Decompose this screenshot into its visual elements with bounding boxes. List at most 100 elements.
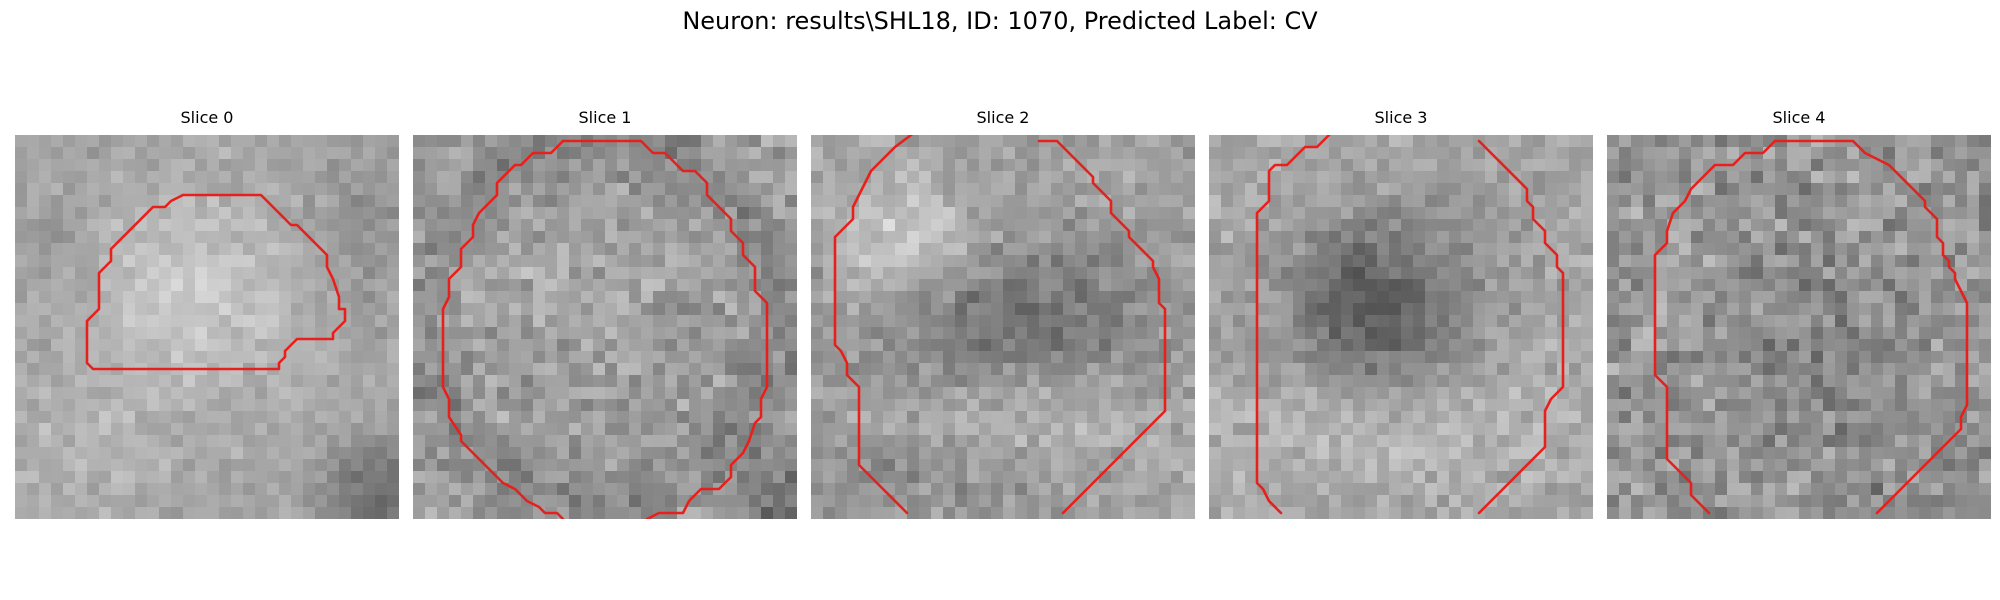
image-pixel [701, 411, 714, 424]
image-pixel [1389, 267, 1402, 280]
image-pixel [231, 195, 244, 208]
image-pixel [315, 255, 328, 268]
image-pixel [1003, 279, 1016, 292]
image-pixel [1413, 411, 1426, 424]
image-pixel [1039, 363, 1052, 376]
image-pixel [485, 483, 498, 496]
image-pixel [123, 291, 136, 304]
image-pixel [1123, 459, 1136, 472]
image-pixel [291, 171, 304, 184]
image-pixel [1425, 435, 1438, 448]
image-pixel [895, 351, 908, 364]
image-pixel [449, 207, 462, 220]
image-pixel [1365, 183, 1378, 196]
image-pixel [303, 411, 316, 424]
image-pixel [1667, 279, 1680, 292]
image-pixel [449, 363, 462, 376]
image-pixel [1655, 447, 1668, 460]
image-pixel [159, 483, 172, 496]
image-pixel [1099, 483, 1112, 496]
image-pixel [871, 243, 884, 256]
image-pixel [1569, 375, 1582, 388]
image-pixel [27, 291, 40, 304]
image-pixel [1485, 159, 1498, 172]
image-pixel [1257, 387, 1270, 400]
image-pixel [581, 267, 594, 280]
image-pixel [1521, 423, 1534, 436]
image-pixel [1221, 147, 1234, 160]
image-pixel [183, 183, 196, 196]
image-pixel [99, 219, 112, 232]
image-pixel [979, 291, 992, 304]
image-pixel [1209, 483, 1222, 496]
image-pixel [1365, 495, 1378, 508]
image-pixel [497, 159, 510, 172]
image-pixel [823, 303, 836, 316]
image-pixel [883, 195, 896, 208]
image-pixel [1099, 255, 1112, 268]
image-pixel [195, 219, 208, 232]
image-pixel [617, 231, 630, 244]
image-pixel [907, 147, 920, 160]
slice-panel-0: Slice 0 [15, 108, 399, 520]
image-pixel [665, 255, 678, 268]
image-pixel [1557, 147, 1570, 160]
image-pixel [991, 387, 1004, 400]
image-pixel [919, 195, 932, 208]
image-pixel [689, 339, 702, 352]
image-pixel [1183, 291, 1195, 304]
image-pixel [75, 483, 88, 496]
image-pixel [279, 483, 292, 496]
image-pixel [1581, 351, 1593, 364]
image-pixel [219, 411, 232, 424]
image-pixel [1233, 279, 1246, 292]
image-pixel [593, 507, 606, 519]
image-pixel [1811, 363, 1824, 376]
image-pixel [291, 399, 304, 412]
image-pixel [1329, 279, 1342, 292]
image-pixel [737, 291, 750, 304]
image-pixel [701, 471, 714, 484]
image-pixel [1233, 387, 1246, 400]
image-pixel [823, 423, 836, 436]
image-pixel [1787, 171, 1800, 184]
image-pixel [1135, 459, 1148, 472]
image-pixel [991, 159, 1004, 172]
image-pixel [1123, 207, 1136, 220]
image-pixel [485, 135, 498, 148]
image-pixel [689, 303, 702, 316]
image-pixel [1183, 411, 1195, 424]
image-pixel [617, 363, 630, 376]
image-pixel [871, 219, 884, 232]
image-pixel [1859, 303, 1872, 316]
image-pixel [605, 195, 618, 208]
image-pixel [255, 387, 268, 400]
image-pixel [1221, 495, 1234, 508]
image-pixel [1473, 195, 1486, 208]
image-pixel [1027, 255, 1040, 268]
image-pixel [303, 183, 316, 196]
image-pixel [303, 219, 316, 232]
image-pixel [979, 159, 992, 172]
image-pixel [1655, 183, 1668, 196]
image-pixel [39, 411, 52, 424]
image-pixel [883, 279, 896, 292]
image-pixel [1967, 135, 1980, 148]
image-pixel [1353, 435, 1366, 448]
image-pixel [1919, 135, 1932, 148]
image-pixel [1281, 327, 1294, 340]
image-pixel [689, 183, 702, 196]
image-pixel [279, 267, 292, 280]
image-pixel [1931, 375, 1944, 388]
image-pixel [243, 147, 256, 160]
image-pixel [1521, 135, 1534, 148]
image-pixel [1039, 507, 1052, 519]
image-pixel [1497, 423, 1510, 436]
image-pixel [1967, 315, 1980, 328]
image-pixel [1533, 267, 1546, 280]
image-pixel [1075, 291, 1088, 304]
image-pixel [1775, 315, 1788, 328]
image-pixel [1437, 159, 1450, 172]
image-pixel [1257, 435, 1270, 448]
image-pixel [1883, 375, 1896, 388]
